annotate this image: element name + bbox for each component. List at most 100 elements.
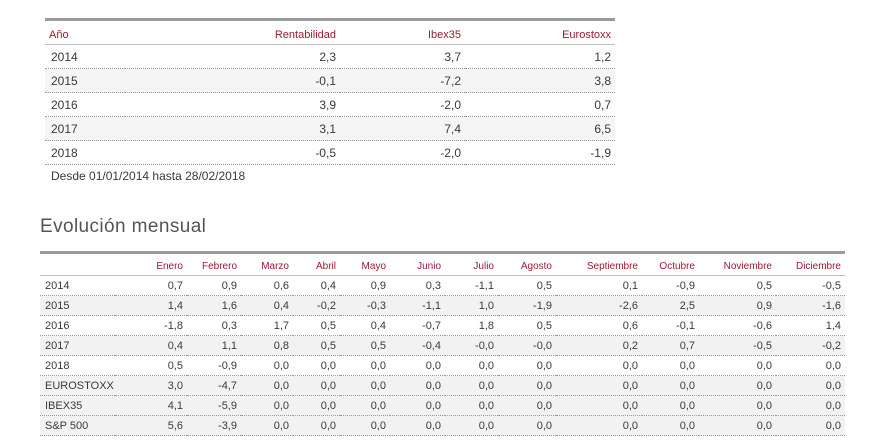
annual-returns-table: Año Rentabilidad Ibex35 Eurostoxx 2014 2… [45, 18, 615, 187]
annual-cell: 2017 [45, 116, 125, 141]
monthly-header-cell: Abril [293, 251, 340, 276]
annual-cell: -2,0 [340, 92, 465, 117]
monthly-cell: 0,0 [390, 395, 445, 416]
annual-row: 2016 3,9 -2,0 0,7 [45, 92, 615, 117]
monthly-cell: 2,5 [642, 295, 699, 316]
monthly-header-cell [40, 251, 115, 276]
annual-cell: 2015 [45, 68, 125, 93]
monthly-cell: 0,4 [340, 315, 390, 336]
monthly-header-cell: Noviembre [699, 251, 776, 276]
annual-header-ibex: Ibex35 [340, 18, 465, 45]
monthly-cell: -1,6 [776, 295, 845, 316]
monthly-cell: -0,6 [699, 315, 776, 336]
monthly-cell: 0,0 [776, 355, 845, 376]
monthly-cell: 0,9 [340, 275, 390, 296]
monthly-cell: 0,0 [498, 355, 556, 376]
monthly-cell: -4,7 [187, 375, 241, 396]
monthly-row: S&P 500 5,6 -3,9 0,0 0,0 0,0 0,0 0,0 0,0 0,0 0,0 0,… [40, 415, 845, 436]
monthly-cell: 1,0 [445, 295, 498, 316]
monthly-cell: 0,1 [556, 275, 642, 296]
monthly-cell: 0,0 [556, 415, 642, 436]
monthly-cell: 0,0 [699, 355, 776, 376]
monthly-header-cell: Diciembre [776, 251, 845, 276]
annual-cell: 1,2 [465, 44, 615, 69]
monthly-cell: 0,9 [699, 295, 776, 316]
monthly-cell: -0,0 [498, 335, 556, 356]
annual-row: 2014 2,3 3,7 1,2 [45, 44, 615, 69]
annual-cell: 2014 [45, 44, 125, 69]
monthly-cell: 0,6 [241, 275, 293, 296]
monthly-row: 2014 0,7 0,9 0,6 0,4 0,9 0,3 -1,1 0,5 0,1 -0,9 0,5-… [40, 275, 845, 296]
monthly-cell: 0,5 [293, 315, 340, 336]
monthly-cell: 3,0 [115, 375, 187, 396]
monthly-row-label: IBEX35 [40, 395, 115, 416]
monthly-cell: 0,0 [498, 375, 556, 396]
monthly-cell: 0,5 [498, 275, 556, 296]
monthly-cell: 0,0 [293, 395, 340, 416]
monthly-cell: 0,4 [241, 295, 293, 316]
monthly-cell: 0,0 [445, 415, 498, 436]
monthly-cell: 0,0 [241, 395, 293, 416]
monthly-cell: 0,5 [699, 275, 776, 296]
monthly-row-label: 2014 [40, 275, 115, 296]
annual-cell: -7,2 [340, 68, 465, 93]
monthly-cell: 0,0 [776, 395, 845, 416]
monthly-cell: 0,7 [642, 335, 699, 356]
monthly-cell: 0,0 [699, 415, 776, 436]
monthly-cell: 0,5 [115, 355, 187, 376]
monthly-cell: -0,5 [699, 335, 776, 356]
monthly-row: 2018 0,5 -0,9 0,0 0,0 0,0 0,0 0,0 0,0 0,0 0,0 0,0 0,… [40, 355, 845, 376]
monthly-cell: 0,0 [241, 355, 293, 376]
monthly-cell: 1,1 [187, 335, 241, 356]
monthly-row: 2016 -1,8 0,3 1,7 0,5 0,4 -0,7 1,8 0,5 0,6 -0,1 -0,… [40, 315, 845, 336]
monthly-cell: 4,1 [115, 395, 187, 416]
annual-header-return: Rentabilidad [125, 18, 340, 45]
monthly-cell: -3,9 [187, 415, 241, 436]
monthly-cell: -0,1 [642, 315, 699, 336]
monthly-cell: 0,0 [642, 395, 699, 416]
monthly-cell: 0,0 [340, 415, 390, 436]
monthly-row-label: EUROSTOXX [40, 375, 115, 396]
monthly-cell: 0,0 [556, 375, 642, 396]
monthly-cell: 1,4 [776, 315, 845, 336]
annual-cell: 3,1 [125, 116, 340, 141]
monthly-cell: 0,3 [187, 315, 241, 336]
monthly-cell: -0,7 [390, 315, 445, 336]
monthly-cell: 0,3 [390, 275, 445, 296]
monthly-cell: 0,0 [498, 395, 556, 416]
monthly-cell: -0,5 [776, 275, 845, 296]
monthly-row: EUROSTOXX 3,0 -4,7 0,0 0,0 0,0 0,0 0,0 0,0 0,0 0,0… [40, 375, 845, 396]
annual-cell: 3,7 [340, 44, 465, 69]
annual-row: 2018 -0,5 -2,0 -1,9 [45, 140, 615, 165]
monthly-cell: 0,0 [293, 355, 340, 376]
annual-cell: 7,4 [340, 116, 465, 141]
monthly-cell: -1,1 [445, 275, 498, 296]
monthly-cell: -1,8 [115, 315, 187, 336]
monthly-cell: 0,0 [556, 355, 642, 376]
annual-cell: -1,9 [465, 140, 615, 165]
monthly-cell: 0,0 [390, 375, 445, 396]
monthly-row: 2015 1,4 1,6 0,4 -0,2 -0,3 -1,1 1,0 -1,9 -2,6 2,5 0… [40, 295, 845, 316]
monthly-cell: -0,2 [776, 335, 845, 356]
monthly-cell: -1,9 [498, 295, 556, 316]
annual-cell: 0,7 [465, 92, 615, 117]
annual-note-row: Desde 01/01/2014 hasta 28/02/2018 [45, 165, 615, 188]
date-range-note: Desde 01/01/2014 hasta 28/02/2018 [51, 169, 246, 183]
monthly-header-cell: Marzo [241, 251, 293, 276]
annual-cell: 6,5 [465, 116, 615, 141]
monthly-cell: 0,0 [699, 375, 776, 396]
annual-cell: 2018 [45, 140, 125, 165]
monthly-header-cell: Junio [390, 251, 445, 276]
monthly-cell: 0,0 [390, 415, 445, 436]
monthly-cell: 0,0 [445, 375, 498, 396]
annual-header-row: Año Rentabilidad Ibex35 Eurostoxx [45, 18, 615, 45]
monthly-row-label: 2017 [40, 335, 115, 356]
monthly-cell: 0,0 [340, 375, 390, 396]
monthly-returns-table: Enero Febrero Marzo Abril Mayo Junio Jul… [40, 251, 845, 436]
monthly-cell: 0,0 [241, 375, 293, 396]
annual-cell: 2016 [45, 92, 125, 117]
monthly-cell: 0,0 [699, 395, 776, 416]
monthly-cell: 0,6 [556, 315, 642, 336]
monthly-header-cell: Julio [445, 251, 498, 276]
